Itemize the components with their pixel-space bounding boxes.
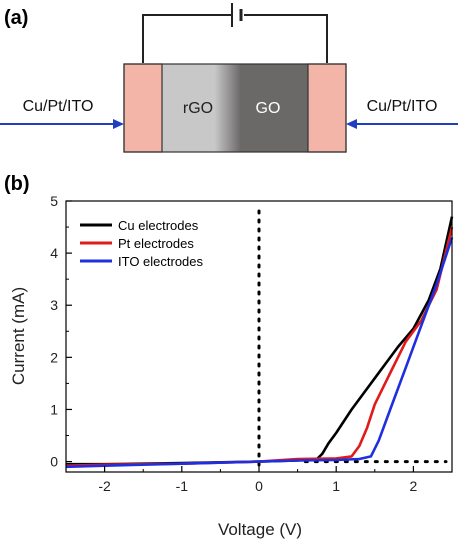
legend-label: Cu electrodes	[118, 218, 199, 233]
x-tick-label: -2	[98, 478, 111, 494]
x-tick-label: 0	[255, 478, 263, 494]
y-tick-label: 1	[50, 401, 58, 417]
device-outline	[123, 63, 347, 153]
y-tick-label: 3	[50, 297, 58, 313]
y-axis-title: Current (mA)	[9, 287, 28, 385]
right-lead-label: Cu/Pt/ITO	[367, 98, 438, 115]
y-tick-label: 0	[50, 454, 58, 470]
panel-b-label: (b)	[4, 173, 30, 195]
x-tick-label: -1	[176, 478, 189, 494]
legend-label: Pt electrodes	[118, 236, 194, 251]
right-arrow-icon	[346, 119, 458, 129]
y-tick-label: 2	[50, 349, 58, 365]
y-tick-label: 4	[50, 245, 58, 261]
rgo-label: rGO	[183, 100, 213, 117]
x-axis-title: Voltage (V)	[218, 520, 302, 539]
rgo-go-film	[162, 64, 308, 152]
right-electrode	[307, 63, 347, 153]
left-electrode	[123, 63, 163, 153]
circuit-wire-right	[244, 14, 328, 63]
left-lead-label: Cu/Pt/ITO	[23, 98, 94, 115]
go-label: GO	[256, 100, 281, 117]
y-tick-label: 5	[50, 193, 58, 209]
x-tick-label: 2	[410, 478, 418, 494]
panel-a-label: (a)	[4, 7, 28, 29]
device-schematic: rGO GO Cu/Pt/ITO Cu/Pt/ITO	[0, 3, 458, 153]
x-tick-label: 1	[332, 478, 340, 494]
series-line-ito-electrodes	[65, 237, 454, 469]
left-arrow-icon	[0, 119, 124, 129]
legend-label: ITO electrodes	[118, 254, 204, 269]
circuit-wire	[142, 14, 232, 63]
iv-chart: -2 -1 0 1 2 0 1 2 3 4 5 Cu electrodes Pt electrodes I…	[50, 193, 454, 494]
